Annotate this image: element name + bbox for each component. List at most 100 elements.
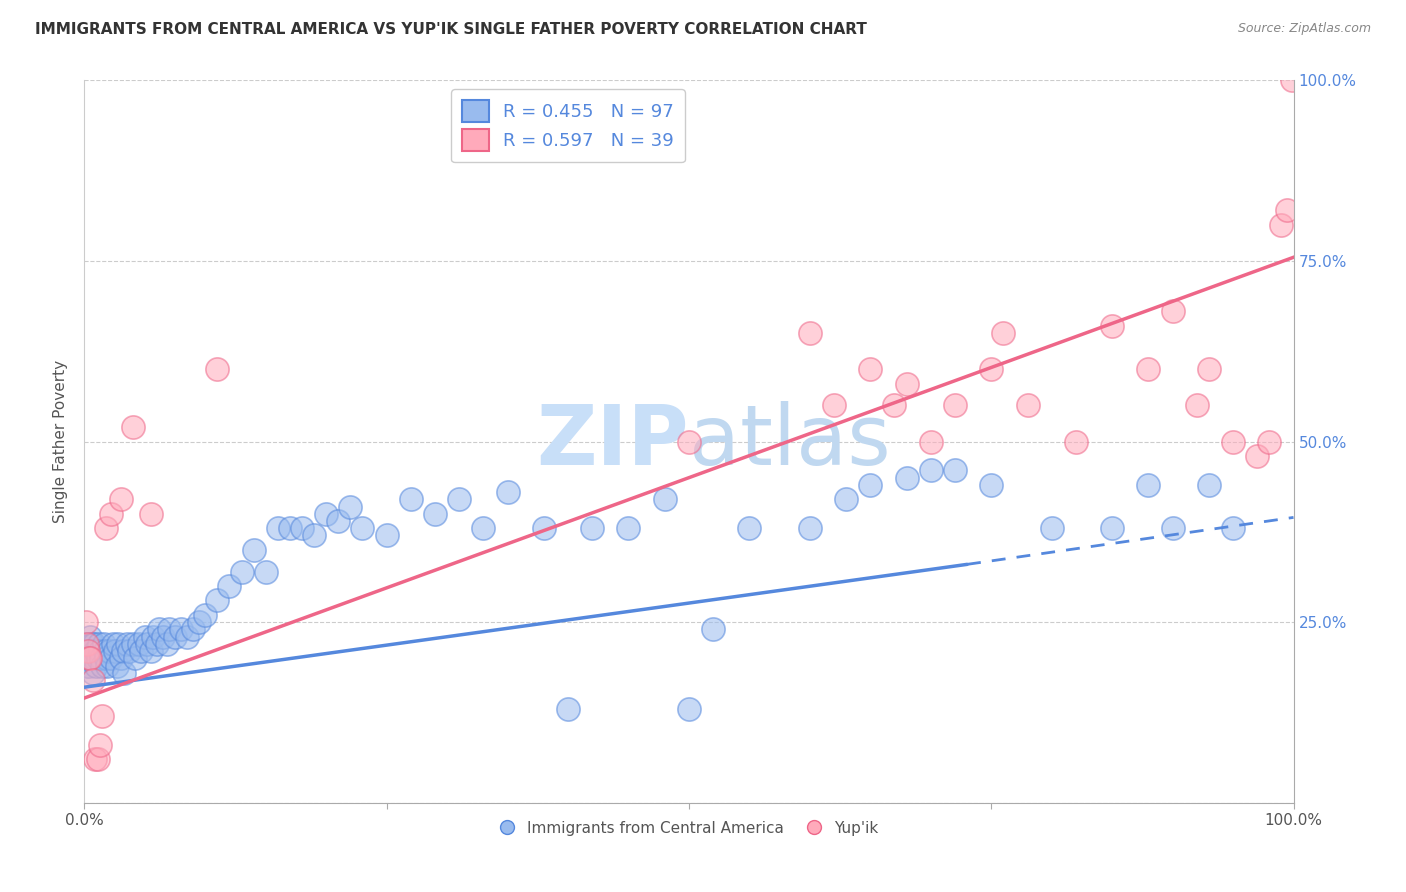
Point: [207, 362, 229, 376]
Point: [218, 579, 240, 593]
Point: [617, 521, 640, 535]
Point: [103, 637, 125, 651]
Point: [1185, 398, 1208, 412]
Point: [823, 398, 845, 412]
Point: [77, 644, 100, 658]
Point: [835, 492, 858, 507]
Point: [77, 651, 100, 665]
Point: [107, 637, 129, 651]
Point: [423, 507, 446, 521]
Point: [176, 630, 198, 644]
Point: [84, 644, 107, 658]
Point: [128, 637, 150, 651]
Text: ZIP: ZIP: [537, 401, 689, 482]
Point: [80, 644, 103, 658]
Point: [181, 623, 204, 637]
Point: [799, 326, 821, 340]
Point: [254, 565, 277, 579]
Point: [157, 623, 180, 637]
Point: [94, 644, 117, 658]
Point: [82, 665, 104, 680]
Point: [80, 637, 103, 651]
Y-axis label: Single Father Poverty: Single Father Poverty: [53, 360, 69, 523]
Point: [859, 478, 882, 492]
Point: [89, 738, 111, 752]
Point: [267, 521, 290, 535]
Point: [105, 658, 128, 673]
Point: [943, 463, 966, 477]
Point: [302, 528, 325, 542]
Point: [496, 485, 519, 500]
Point: [112, 644, 135, 658]
Point: [859, 362, 882, 376]
Point: [86, 651, 108, 665]
Point: [139, 644, 162, 658]
Point: [86, 644, 108, 658]
Point: [121, 637, 143, 651]
Point: [75, 651, 97, 665]
Point: [110, 651, 132, 665]
Point: [315, 507, 337, 521]
Point: [110, 492, 132, 507]
Point: [97, 644, 120, 658]
Point: [165, 630, 187, 644]
Point: [557, 702, 579, 716]
Point: [148, 623, 170, 637]
Point: [328, 514, 350, 528]
Point: [920, 463, 942, 477]
Point: [1161, 304, 1184, 318]
Point: [980, 362, 1002, 376]
Point: [94, 651, 117, 665]
Point: [170, 623, 193, 637]
Point: [1101, 521, 1123, 535]
Point: [352, 521, 374, 535]
Point: [375, 528, 398, 542]
Point: [188, 615, 211, 630]
Point: [194, 607, 217, 622]
Point: [278, 521, 301, 535]
Point: [84, 752, 107, 766]
Point: [1137, 478, 1160, 492]
Point: [152, 630, 174, 644]
Point: [94, 521, 117, 535]
Point: [76, 658, 98, 673]
Point: [896, 470, 918, 484]
Point: [1270, 218, 1292, 232]
Point: [83, 651, 105, 665]
Point: [83, 637, 105, 651]
Point: [896, 376, 918, 391]
Point: [118, 644, 141, 658]
Point: [134, 630, 156, 644]
Point: [79, 630, 101, 644]
Point: [1281, 73, 1303, 87]
Point: [1258, 434, 1281, 449]
Point: [581, 521, 603, 535]
Point: [702, 623, 724, 637]
Point: [77, 651, 100, 665]
Point: [75, 615, 97, 630]
Point: [89, 644, 111, 658]
Point: [1277, 203, 1299, 218]
Point: [90, 651, 112, 665]
Point: [1017, 398, 1039, 412]
Point: [472, 521, 495, 535]
Point: [75, 637, 97, 651]
Point: [799, 521, 821, 535]
Text: IMMIGRANTS FROM CENTRAL AMERICA VS YUP'IK SINGLE FATHER POVERTY CORRELATION CHAR: IMMIGRANTS FROM CENTRAL AMERICA VS YUP'I…: [35, 22, 868, 37]
Point: [449, 492, 471, 507]
Point: [1101, 318, 1123, 333]
Legend: Immigrants from Central America, Yup'ik: Immigrants from Central America, Yup'ik: [494, 814, 884, 842]
Point: [654, 492, 676, 507]
Point: [136, 637, 159, 651]
Point: [1222, 434, 1244, 449]
Point: [77, 658, 100, 673]
Point: [112, 665, 135, 680]
Point: [1137, 362, 1160, 376]
Point: [678, 434, 700, 449]
Point: [1246, 449, 1268, 463]
Point: [155, 637, 177, 651]
Point: [339, 500, 361, 514]
Point: [77, 637, 100, 651]
Point: [943, 398, 966, 412]
Point: [738, 521, 761, 535]
